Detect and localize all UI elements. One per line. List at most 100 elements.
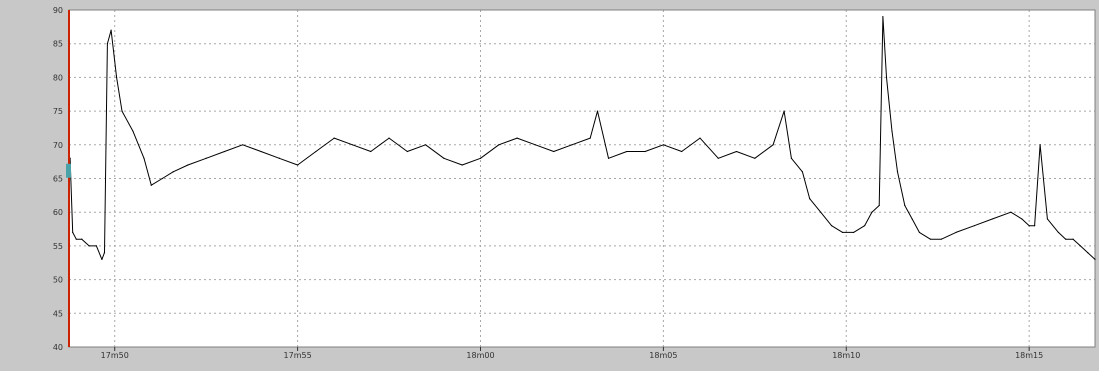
data-point: [333, 137, 335, 139]
data-point: [878, 204, 880, 207]
data-point: [534, 144, 536, 146]
data-point: [929, 238, 932, 240]
data-point: [662, 144, 664, 146]
x-tick-label: 17m50: [101, 351, 129, 360]
data-point: [809, 198, 811, 200]
data-point: [1034, 225, 1036, 227]
data-point: [351, 144, 354, 146]
plot-area: [69, 10, 1095, 347]
y-axis-tick-labels: 40 45 50 55 60 65 70 75 80 85 90: [53, 6, 63, 352]
data-point: [115, 76, 118, 78]
data-point: [1094, 258, 1096, 260]
data-point: [801, 171, 803, 173]
data-point: [297, 164, 299, 166]
x-tick-label: 17m55: [284, 351, 312, 360]
data-point: [370, 150, 372, 153]
data-point: [699, 137, 701, 139]
data-point: [406, 150, 408, 153]
data-point: [783, 110, 785, 112]
data-point: [553, 150, 555, 153]
data-point: [1065, 238, 1067, 240]
data-point: [498, 144, 500, 146]
data-point: [101, 258, 103, 260]
data-point: [911, 218, 913, 220]
data-point: [717, 157, 719, 159]
data-point: [681, 150, 683, 153]
data-point: [831, 225, 833, 227]
series-layer: [68, 16, 1096, 260]
data-point: [161, 177, 163, 180]
data-point: [110, 29, 112, 31]
data-point: [223, 150, 226, 153]
x-tick-label: 18m05: [649, 351, 677, 360]
data-point: [1028, 225, 1030, 227]
data-point: [852, 231, 855, 234]
cursor-layer: [66, 10, 71, 347]
y-tick-label: 65: [53, 175, 63, 184]
data-point: [991, 218, 994, 220]
data-point: [863, 225, 866, 227]
y-tick-label: 85: [53, 40, 63, 49]
data-point: [187, 164, 189, 166]
data-point: [955, 231, 957, 234]
y-tick-label: 45: [53, 309, 63, 318]
data-point: [790, 157, 793, 159]
data-point: [443, 157, 445, 159]
data-point: [242, 144, 244, 146]
y-tick-label: 50: [53, 276, 63, 285]
data-point: [772, 144, 774, 146]
data-point: [72, 231, 74, 234]
data-point: [1079, 245, 1081, 247]
data-point: [388, 137, 390, 139]
data-point: [278, 157, 280, 159]
data-point: [735, 150, 738, 153]
data-point: [1072, 238, 1074, 240]
data-point: [820, 211, 822, 213]
data-point: [425, 144, 427, 146]
data-point: [143, 157, 145, 159]
data-point: [842, 231, 844, 234]
y-tick-label: 60: [53, 208, 63, 217]
data-point: [132, 130, 134, 132]
data-point: [150, 184, 152, 186]
data-point: [885, 76, 888, 78]
data-point: [205, 157, 207, 159]
data-point: [88, 245, 90, 247]
data-point: [571, 144, 573, 146]
x-axis-tick-labels: 17m50 17m55 18m00 18m05 18m10 18m15: [101, 347, 1043, 360]
data-point: [1057, 231, 1060, 234]
data-point: [81, 238, 83, 240]
data-point: [904, 204, 906, 207]
data-point: [315, 150, 317, 153]
y-tick-label: 75: [53, 107, 63, 116]
data-point: [461, 164, 463, 166]
y-tick-label: 80: [53, 73, 63, 82]
data-point: [918, 231, 921, 234]
data-point: [596, 110, 599, 112]
y-tick-label: 40: [53, 343, 63, 352]
data-point: [516, 137, 518, 139]
data-point: [106, 43, 109, 45]
y-tick-label: 70: [53, 141, 63, 150]
data-point: [1010, 211, 1012, 213]
data-point: [940, 238, 942, 240]
cursor-marker[interactable]: [66, 163, 71, 178]
data-point: [973, 225, 975, 227]
data-point: [1046, 218, 1049, 220]
x-tick-label: 18m10: [832, 351, 860, 360]
data-point: [121, 110, 123, 112]
data-point: [260, 150, 262, 153]
data-point: [644, 150, 646, 153]
data-point: [891, 130, 893, 132]
data-point: [75, 238, 77, 240]
data-point: [172, 171, 174, 173]
data-point: [103, 252, 106, 254]
x-tick-label: 18m15: [1015, 351, 1043, 360]
data-point: [1021, 218, 1023, 220]
data-point: [871, 211, 873, 213]
data-point: [1039, 144, 1041, 146]
data-point: [882, 16, 884, 18]
data-point: [1087, 252, 1089, 254]
